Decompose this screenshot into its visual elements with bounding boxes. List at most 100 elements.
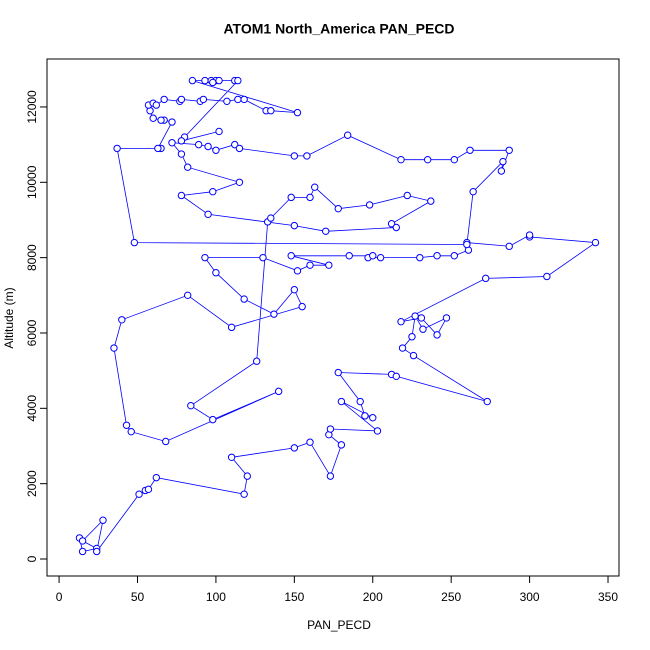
data-point [274, 387, 283, 396]
y-tick-label: 0 [25, 555, 39, 562]
data-point [215, 127, 223, 136]
data-point [290, 444, 299, 452]
data-point [411, 312, 419, 320]
data-point [127, 427, 135, 436]
data-point [201, 76, 209, 85]
data-point [290, 221, 299, 230]
data-point [466, 146, 474, 154]
data-point [144, 485, 153, 494]
data-point [177, 150, 186, 158]
data-point [343, 131, 352, 139]
data-point [78, 537, 87, 545]
data-point [369, 414, 377, 422]
data-point [212, 146, 220, 154]
data-point [154, 144, 162, 153]
data-point [194, 140, 203, 149]
data-point [177, 137, 186, 145]
data-point [361, 412, 369, 420]
data-point [162, 437, 170, 446]
x-tick-label: 150 [284, 590, 304, 604]
data-point [337, 397, 346, 406]
x-tick-label: 300 [520, 590, 540, 604]
data-point [160, 95, 168, 104]
x-tick-label: 50 [131, 590, 145, 604]
y-tick-label: 12000 [25, 90, 39, 124]
data-point [177, 95, 186, 104]
data-point [326, 425, 335, 433]
x-tick-label: 250 [441, 590, 461, 604]
data-point [168, 118, 176, 126]
data-point [334, 204, 342, 213]
x-tick-label: 100 [206, 590, 226, 604]
x-tick-label: 200 [363, 590, 383, 604]
data-point [416, 253, 424, 262]
data-point [78, 547, 87, 556]
data-point [392, 223, 400, 232]
data-point [130, 238, 139, 247]
data-point [187, 401, 195, 410]
data-point [303, 152, 311, 160]
data-point [525, 231, 534, 239]
data-point [157, 116, 165, 124]
data-point [287, 193, 295, 202]
data-point [419, 325, 427, 333]
data-point [325, 261, 333, 269]
data-point [505, 242, 513, 251]
data-point [356, 397, 364, 406]
data-point [234, 95, 242, 104]
data-point [235, 178, 244, 186]
data-point [505, 146, 513, 154]
data-point [423, 155, 432, 164]
data-point [227, 323, 236, 332]
data-point [408, 333, 416, 341]
data-point [306, 261, 314, 269]
data-point [433, 252, 441, 260]
data-point [149, 114, 157, 122]
data-point [365, 201, 374, 209]
data-point [450, 252, 459, 260]
data-point [152, 101, 161, 109]
data-point [499, 157, 507, 166]
data-point [270, 310, 278, 318]
data-point [481, 274, 490, 283]
data-point [231, 140, 239, 149]
data-point [259, 253, 267, 262]
data-point [290, 152, 299, 160]
data-point [298, 302, 306, 311]
data-point [326, 472, 335, 480]
data-point [177, 191, 186, 200]
data-point [118, 316, 126, 324]
data-point [188, 76, 197, 85]
data-point [152, 473, 161, 482]
x-tick-label: 350 [598, 590, 618, 604]
x-axis-label: PAN_PECD [307, 618, 371, 632]
data-point [287, 252, 295, 260]
data-point [201, 253, 209, 262]
data-point [183, 163, 192, 171]
data-point [267, 107, 275, 115]
y-tick-label: 2000 [25, 470, 39, 497]
data-point [113, 144, 121, 153]
data-point [235, 144, 244, 153]
data-point [223, 97, 231, 106]
data-point [209, 415, 217, 424]
data-point [409, 351, 418, 360]
data-point [398, 344, 407, 352]
data-point [227, 453, 236, 461]
data-point [204, 142, 212, 151]
plot-frame [46, 58, 620, 577]
data-point [212, 269, 220, 277]
data-point [373, 427, 382, 435]
data-point [93, 547, 101, 556]
data-point [209, 78, 217, 87]
data-point [215, 76, 223, 85]
data-point [369, 252, 377, 260]
data-point [168, 139, 176, 147]
data-point [483, 397, 491, 406]
data-point [334, 368, 342, 377]
data-point [99, 516, 107, 524]
data-point [110, 344, 118, 352]
data-point [433, 331, 441, 339]
data-point [199, 95, 208, 104]
